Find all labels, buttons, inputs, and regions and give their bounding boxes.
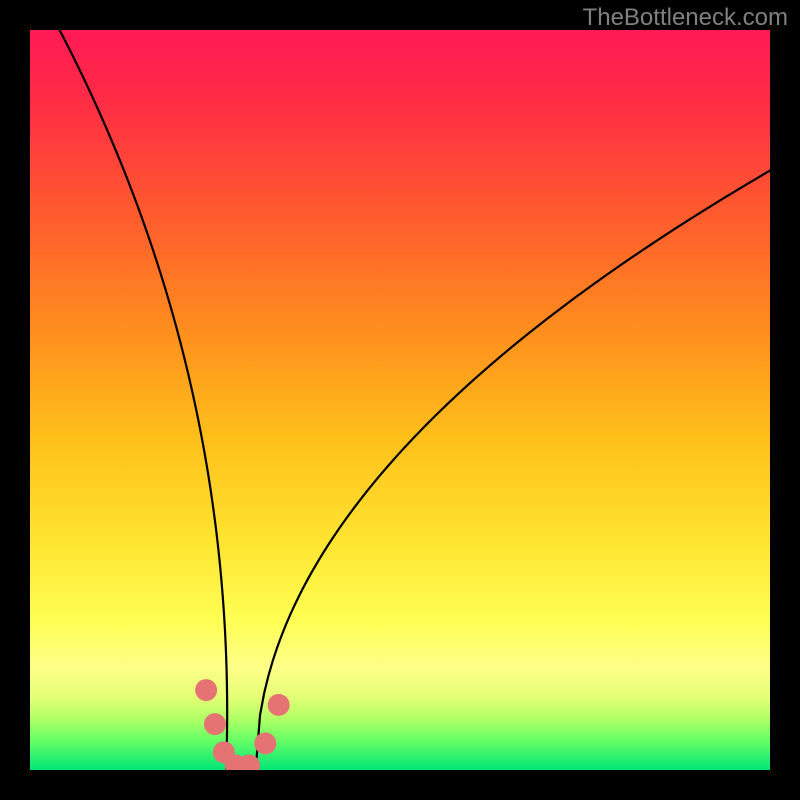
valley-marker	[195, 679, 217, 701]
valley-marker	[254, 732, 276, 754]
bottleneck-chart	[30, 30, 770, 770]
valley-marker	[204, 713, 226, 735]
watermark-text: TheBottleneck.com	[583, 4, 788, 32]
gradient-background	[30, 30, 770, 770]
valley-marker	[268, 694, 290, 716]
